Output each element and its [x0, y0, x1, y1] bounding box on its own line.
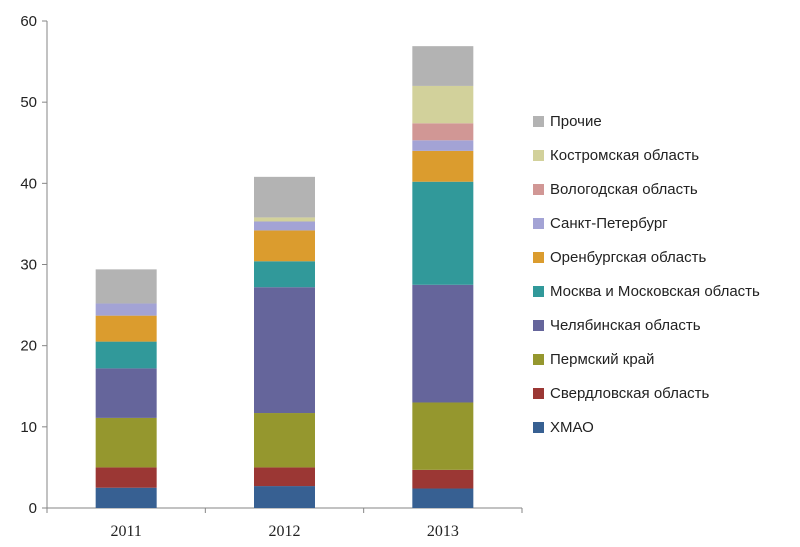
- legend-item: Прочие: [533, 111, 602, 131]
- bar-segment: [254, 413, 315, 468]
- legend-label: Костромская область: [550, 146, 700, 164]
- bar-segment: [412, 140, 474, 151]
- bar-segment: [412, 46, 474, 86]
- legend-swatch: [533, 421, 544, 433]
- legend-swatch: [533, 149, 544, 161]
- bar-segment: [95, 341, 157, 369]
- y-tick-label: 60: [20, 13, 37, 30]
- y-tick-label: 40: [20, 175, 37, 192]
- legend-label: ХМАО: [550, 418, 594, 436]
- y-tick-label: 10: [20, 419, 37, 436]
- bar-segment: [412, 284, 474, 403]
- legend-swatch: [533, 183, 544, 195]
- bar-segment: [254, 287, 315, 414]
- bar-segment: [412, 123, 474, 141]
- bar-segment: [254, 261, 315, 288]
- legend-item: Вологодская область: [533, 179, 698, 199]
- y-tick-label: 0: [29, 500, 37, 517]
- bar-segment: [254, 217, 315, 222]
- legend-swatch: [533, 251, 544, 263]
- bar-segment: [412, 85, 474, 124]
- bar-segment: [95, 315, 157, 342]
- y-tick-label: 20: [20, 338, 37, 355]
- legend-swatch: [533, 387, 544, 399]
- bar-segment: [412, 488, 474, 508]
- x-tick-label: 2011: [110, 523, 141, 540]
- bar-segment: [254, 486, 315, 508]
- x-tick-label: 2012: [269, 523, 301, 540]
- bar-segment: [254, 230, 315, 262]
- legend-swatch: [533, 115, 544, 127]
- x-tick-label: 2013: [427, 523, 459, 540]
- legend-label: Москва и Московская область: [550, 282, 760, 300]
- bar-segment: [412, 402, 474, 470]
- legend-item: Оренбургская область: [533, 247, 706, 267]
- legend-item: Санкт-Петербург: [533, 213, 668, 233]
- legend-swatch: [533, 353, 544, 365]
- bar-segment: [95, 467, 157, 488]
- legend-item: Пермский край: [533, 349, 654, 369]
- legend-swatch: [533, 319, 544, 331]
- bar-segment: [412, 181, 474, 285]
- legend-item: ХМАО: [533, 417, 594, 437]
- legend-item: Москва и Московская область: [533, 281, 760, 301]
- legend-label: Санкт-Петербург: [550, 214, 668, 232]
- bar-segment: [95, 487, 157, 508]
- bar-segment: [95, 368, 157, 418]
- y-tick-label: 30: [20, 257, 37, 274]
- bar-segment: [254, 221, 315, 231]
- legend-swatch: [533, 285, 544, 297]
- legend-item: Челябинская область: [533, 315, 701, 335]
- bar-segment: [95, 269, 157, 304]
- y-tick-label: 50: [20, 94, 37, 111]
- legend-label: Пермский край: [550, 350, 655, 368]
- bar-segment: [95, 303, 157, 316]
- legend-item: Костромская область: [533, 145, 699, 165]
- legend-swatch: [533, 217, 544, 229]
- legend-label: Прочие: [550, 112, 602, 130]
- bar-segment: [95, 417, 157, 468]
- bar-segment: [412, 469, 474, 489]
- legend-item: Свердловская область: [533, 383, 709, 403]
- legend-label: Челябинская область: [550, 316, 701, 334]
- bar-segment: [412, 150, 474, 182]
- legend-label: Свердловская область: [550, 384, 710, 402]
- legend-label: Вологодская область: [550, 180, 698, 198]
- legend-label: Оренбургская область: [550, 248, 707, 266]
- bar-segment: [254, 467, 315, 487]
- bar-segment: [254, 176, 315, 218]
